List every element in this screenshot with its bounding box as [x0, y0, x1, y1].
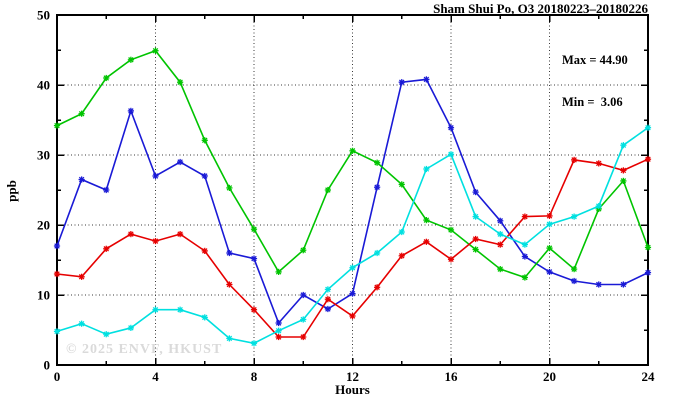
x-tick-label: 12: [346, 369, 359, 384]
max-min-annotation: Max = 44.90 Min = 3.06: [562, 25, 628, 137]
x-tick-label: 20: [543, 369, 556, 384]
y-tick-label: 40: [37, 78, 50, 93]
x-tick-label: 4: [152, 369, 159, 384]
series-blue-markers: [53, 76, 652, 327]
axis-ticks: [56, 14, 649, 366]
y-tick-label: 30: [37, 148, 50, 163]
series-blue: [53, 76, 652, 327]
series-red-markers: [53, 156, 652, 341]
x-axis-label: Hours: [335, 382, 370, 397]
x-tick-labels: 0 4 8 12 16 20 24: [54, 369, 655, 384]
series-cyan-markers: [53, 124, 652, 347]
min-value-label: Min = 3.06: [562, 95, 623, 109]
x-tick-label: 24: [642, 369, 656, 384]
x-tick-label: 16: [445, 369, 459, 384]
y-tick-label: 0: [44, 358, 51, 373]
series-red: [53, 156, 652, 341]
y-tick-label: 20: [37, 218, 50, 233]
x-tick-label: 0: [54, 369, 61, 384]
gridlines: [57, 15, 648, 365]
series-green: [53, 47, 652, 281]
y-tick-label: 50: [37, 8, 50, 23]
series-green-markers: [53, 47, 652, 281]
x-tick-label: 8: [251, 369, 258, 384]
y-tick-label: 10: [37, 288, 50, 303]
y-tick-labels: 0 10 20 30 40 50: [37, 8, 50, 373]
max-value-label: Max = 44.90: [562, 53, 628, 67]
series-red-line: [56, 158, 649, 338]
series-cyan: [53, 124, 652, 347]
y-axis-label: ppb: [4, 180, 19, 202]
chart-title: Sham Shui Po, O3 20180223–20180226: [433, 1, 648, 16]
watermark: © 2025 ENVF, HKUST: [66, 342, 223, 357]
